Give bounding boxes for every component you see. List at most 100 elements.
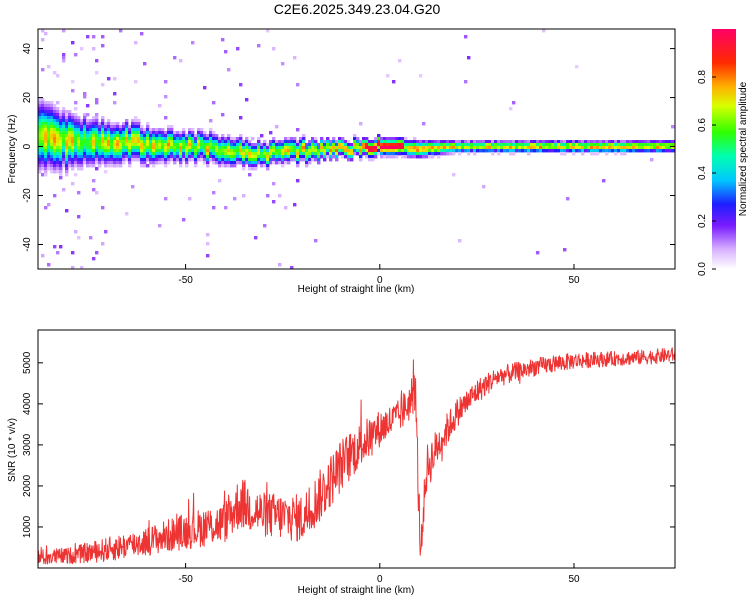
heatmap-cell xyxy=(248,161,252,165)
heatmap-cell xyxy=(476,143,480,147)
heatmap-cell xyxy=(95,149,99,153)
heatmap-cell xyxy=(236,47,240,51)
heatmap-cell xyxy=(158,143,162,147)
heatmap-cell xyxy=(464,35,468,39)
heatmap-cell xyxy=(146,146,150,150)
heatmap-cell xyxy=(386,140,390,144)
heatmap-cell xyxy=(611,140,615,144)
heatmap-cell xyxy=(41,125,45,129)
heatmap-cell xyxy=(38,152,42,156)
heatmap-cell xyxy=(377,137,381,141)
heatmap-cell xyxy=(179,158,183,162)
heatmap-cell xyxy=(500,140,504,144)
heatmap-cell xyxy=(287,137,291,141)
heatmap-cell xyxy=(92,179,96,183)
heatmap-cell xyxy=(215,152,219,156)
heatmap-cell xyxy=(371,140,375,144)
heatmap-cell xyxy=(542,140,546,144)
heatmap-cell xyxy=(98,125,102,129)
heatmap-cell xyxy=(53,125,57,129)
heatmap-cell xyxy=(170,134,174,138)
heatmap-cell xyxy=(137,128,141,132)
heatmap-cell xyxy=(599,143,603,147)
heatmap-cell xyxy=(647,146,651,150)
heatmap-cell xyxy=(44,125,48,129)
heatmap-cell xyxy=(44,128,48,132)
heatmap-cell xyxy=(599,146,603,150)
heatmap-cell xyxy=(311,152,315,156)
heatmap-cell xyxy=(497,149,501,153)
heatmap-cell xyxy=(275,152,279,156)
heatmap-cell xyxy=(455,140,459,144)
heatmap-cell xyxy=(92,158,96,162)
heatmap-cell xyxy=(476,149,480,153)
heatmap-cell xyxy=(365,143,369,147)
heatmap-cell xyxy=(134,137,138,141)
heatmap-cell xyxy=(182,218,186,222)
heatmap-cell xyxy=(278,263,282,267)
heatmap-cell xyxy=(194,137,198,141)
heatmap-cell xyxy=(347,146,351,150)
heatmap-cell xyxy=(170,155,174,159)
heatmap-cell xyxy=(128,131,132,135)
heatmap-cell xyxy=(122,143,126,147)
heatmap-cell xyxy=(44,101,48,105)
heatmap-cell xyxy=(395,137,399,141)
heatmap-cell xyxy=(47,134,51,138)
heatmap-cell xyxy=(122,134,126,138)
heatmap-cell xyxy=(503,143,507,147)
heatmap-cell xyxy=(56,119,60,123)
heatmap-cell xyxy=(335,146,339,150)
heatmap-cell xyxy=(461,143,465,147)
heatmap-cell xyxy=(59,128,63,132)
heatmap-cell xyxy=(161,140,165,144)
heatmap-cell xyxy=(104,152,108,156)
heatmap-cell xyxy=(377,134,381,138)
heatmap-cell xyxy=(302,158,306,162)
heatmap-cell xyxy=(398,152,402,156)
heatmap-cell xyxy=(248,167,252,171)
heatmap-cell xyxy=(200,143,204,147)
heatmap-cell xyxy=(197,137,201,141)
heatmap-cell xyxy=(59,125,63,129)
heatmap-cell xyxy=(620,143,624,147)
heatmap-cell xyxy=(200,152,204,156)
heatmap-cell xyxy=(617,149,621,153)
heatmap-cell xyxy=(116,137,120,141)
heatmap-cell xyxy=(41,122,45,126)
heatmap-cell xyxy=(116,122,120,126)
heatmap-cell xyxy=(335,140,339,144)
heatmap-cell xyxy=(626,149,630,153)
heatmap-cell xyxy=(377,146,381,150)
heatmap-cell xyxy=(290,140,294,144)
heatmap-cell xyxy=(119,161,123,165)
heatmap-cell xyxy=(155,140,159,144)
heatmap-cell xyxy=(62,149,66,153)
heatmap-cell xyxy=(77,122,81,126)
heatmap-cell xyxy=(59,158,63,162)
heatmap-cell xyxy=(62,116,66,120)
heatmap-cell xyxy=(74,137,78,141)
heatmap-cell xyxy=(224,137,228,141)
heatmap-cell xyxy=(110,152,114,156)
heatmap-cell xyxy=(278,149,282,153)
heatmap-cell xyxy=(110,143,114,147)
heatmap-cell xyxy=(104,170,108,174)
colorbar-tick-label: 0.8 xyxy=(697,70,708,84)
heatmap-cell xyxy=(53,113,57,117)
heatmap-cell xyxy=(254,143,258,147)
heatmap-cell xyxy=(209,143,213,147)
heatmap-cell xyxy=(329,158,333,162)
heatmap-cell xyxy=(242,167,246,171)
snr-series-line xyxy=(38,347,675,565)
heatmap-cell xyxy=(638,143,642,147)
heatmap-cell xyxy=(188,131,192,135)
heatmap-cell xyxy=(191,134,195,138)
heatmap-cell xyxy=(641,149,645,153)
heatmap-cell xyxy=(83,149,87,153)
heatmap-cell xyxy=(62,131,66,135)
heatmap-cell xyxy=(179,140,183,144)
heatmap-cell xyxy=(62,128,66,132)
heatmap-cell xyxy=(86,35,90,39)
heatmap-cell xyxy=(284,146,288,150)
